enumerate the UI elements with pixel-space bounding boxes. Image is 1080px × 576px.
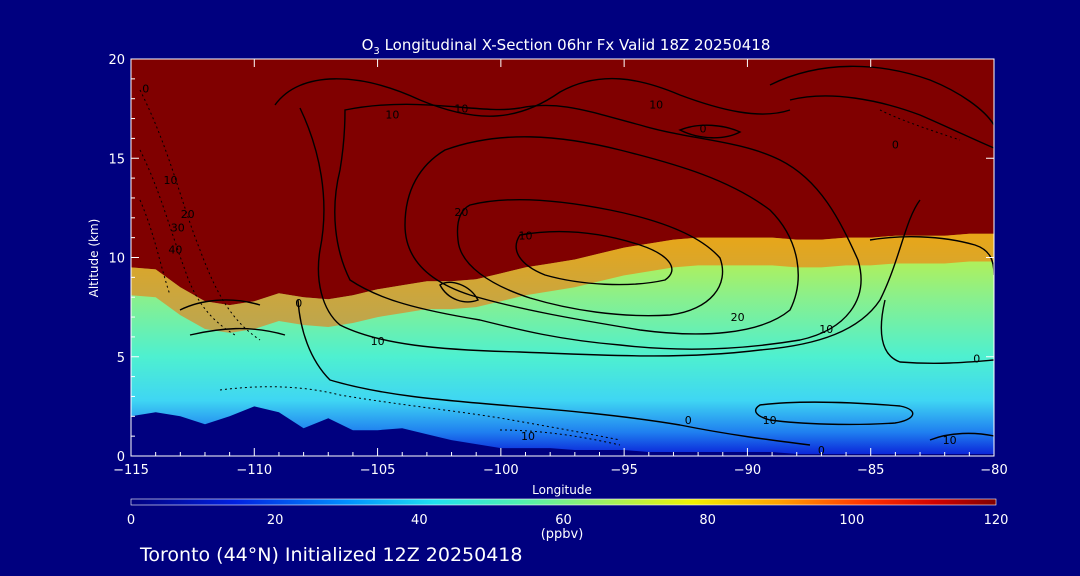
- contour-label: 0: [142, 83, 149, 96]
- y-tick-label: 0: [117, 450, 125, 465]
- colorbar-tick-label: 40: [411, 513, 428, 528]
- colorbar-tick-label: 100: [839, 513, 864, 528]
- contour-line: [869, 236, 994, 364]
- contour-label: 10: [763, 414, 777, 427]
- contour-label: 10: [454, 103, 468, 116]
- x-tick-label: −95: [610, 463, 637, 478]
- contour-line: [515, 230, 673, 286]
- x-tick-label: −85: [857, 463, 884, 478]
- contour-line: [769, 65, 994, 126]
- terrain-region: [131, 406, 994, 456]
- contour-line: [439, 281, 479, 303]
- y-tick-label: 5: [117, 351, 125, 366]
- contour-line: [299, 107, 921, 357]
- contour-label: 10: [819, 323, 833, 336]
- colorbar-tick-label: 60: [555, 513, 572, 528]
- negative-contours: [139, 89, 961, 446]
- contour-label: 10: [371, 335, 385, 348]
- chart-title: O3 Longitudinal X-Section 06hr Fx Valid …: [362, 36, 771, 57]
- contour-line: [274, 77, 791, 117]
- y-tick-label: 15: [108, 152, 125, 167]
- contour-line: [297, 299, 811, 446]
- contour-label: 10: [521, 430, 535, 443]
- dotted-contour: [499, 429, 621, 446]
- contour-label: 40: [168, 244, 182, 257]
- x-tick-label: −100: [483, 463, 519, 478]
- colorbar: [130, 498, 997, 506]
- y-tick-label: 20: [108, 53, 125, 68]
- colorbar-ticks: 0 20 40 60 80 100 120: [127, 513, 1009, 528]
- x-tick-label: −110: [236, 463, 272, 478]
- colorbar-tick-label: 20: [267, 513, 284, 528]
- contour-label: 0: [892, 138, 899, 151]
- footer-location-text: Toronto (44°N) Initialized 12Z 20250418: [139, 544, 523, 566]
- contour-label: 0: [973, 353, 980, 366]
- x-axis-label: Longitude: [532, 483, 592, 497]
- contour-label: 20: [731, 311, 745, 324]
- y-tick-label: 10: [108, 252, 125, 267]
- contour-label: 10: [164, 174, 178, 187]
- colorbar-tick-label: 0: [127, 513, 135, 528]
- x-tick-label: −115: [113, 463, 149, 478]
- x-tick-label: −90: [734, 463, 761, 478]
- contour-label: 0: [818, 444, 825, 457]
- contour-line: [789, 95, 994, 149]
- contour-label: 10: [649, 99, 663, 112]
- dotted-contour: [139, 89, 261, 341]
- contour-label: 10: [385, 109, 399, 122]
- contour-line: [334, 103, 862, 350]
- contour-line: [404, 136, 799, 335]
- y-axis-label: Altitude (km): [87, 219, 101, 298]
- contour-label: 20: [181, 208, 195, 221]
- contour-line: [456, 198, 724, 317]
- contour-label: 30: [171, 222, 185, 235]
- ozone-contours: [179, 65, 994, 446]
- x-axis: −115 −110 −105 −100 −95 −90 −85 −80: [113, 59, 1008, 478]
- dotted-contour: [219, 386, 621, 441]
- contour-line: [755, 401, 914, 426]
- contour-label: 0: [700, 122, 707, 135]
- colorbar-tick-label: 80: [699, 513, 716, 528]
- contour-label: 20: [454, 206, 468, 219]
- contour-label: 0: [685, 414, 692, 427]
- dotted-contour: [879, 109, 961, 141]
- colorbar-unit-label: (ppbv): [541, 527, 584, 542]
- contour-label: 10: [943, 434, 957, 447]
- y-axis: 0 5 10 15 20: [108, 53, 994, 465]
- dotted-contour: [139, 149, 236, 336]
- dotted-contour: [139, 199, 171, 296]
- contour-label: 10: [519, 230, 533, 243]
- stratosphere-region: [131, 59, 994, 306]
- contour-line: [179, 299, 286, 336]
- x-tick-label: −105: [360, 463, 396, 478]
- contour-line: [678, 124, 742, 139]
- colorbar-tick-label: 120: [984, 513, 1009, 528]
- x-tick-label: −80: [980, 463, 1007, 478]
- tropopause-gradient-band: [131, 233, 994, 333]
- contour-line: [929, 432, 994, 441]
- contour-label: 0: [295, 297, 302, 310]
